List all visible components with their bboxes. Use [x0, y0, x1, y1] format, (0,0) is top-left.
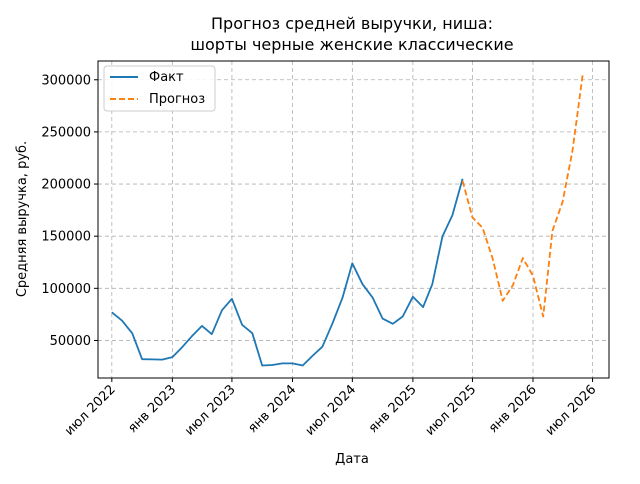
y-axis-label: Средняя выручка, руб.: [15, 141, 30, 297]
legend-label-forecast: Прогноз: [149, 92, 205, 107]
plot-frame: [97, 60, 610, 379]
legend: Факт Прогноз: [103, 65, 216, 112]
grid: [98, 61, 609, 378]
y-axis: 50000 100000 150000 200000 250000 300000: [41, 73, 98, 349]
y-tick-label: 300000: [41, 73, 91, 88]
y-tick-label: 150000: [41, 230, 91, 245]
y-tick-label: 100000: [41, 282, 91, 297]
legend-label-fact: Факт: [149, 70, 184, 85]
chart-title-line-1: Прогноз средней выручки, ниша:: [211, 14, 493, 33]
series-line-fact: [111, 178, 464, 367]
y-tick-label: 250000: [41, 125, 91, 140]
y-tick-label: 200000: [41, 178, 91, 193]
y-tick-label: 50000: [50, 334, 91, 349]
x-axis-label: Дата: [335, 452, 369, 467]
series-group: [111, 74, 584, 367]
series-line-forecast: [461, 74, 584, 318]
chart-title-line-2: шорты черные женские классические: [190, 35, 513, 54]
